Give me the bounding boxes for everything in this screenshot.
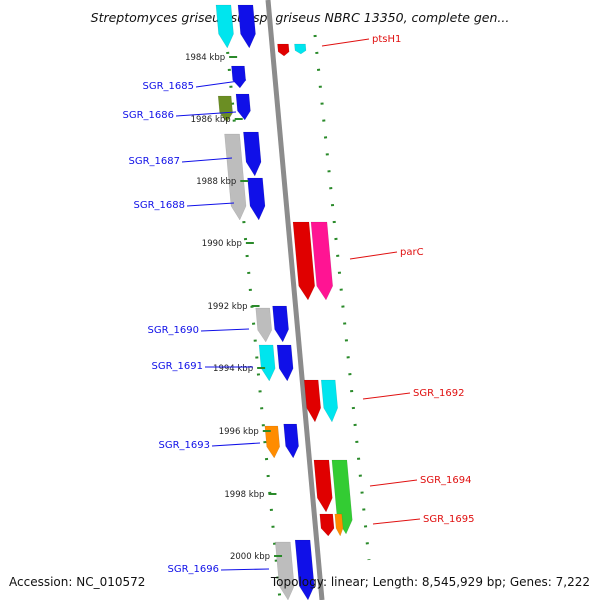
label-leader-line [321, 38, 370, 47]
gene-feature[interactable] [231, 65, 246, 89]
gene-feature[interactable] [294, 539, 315, 600]
gene-feature[interactable] [319, 513, 335, 537]
kbp-tick-label: 1988 kbp [196, 177, 236, 187]
gene-feature[interactable] [247, 177, 266, 221]
label-leader-line [200, 328, 250, 332]
gene-labels: SGR_1685 SGR_1686 SGR_1687 SGR_1688 SGR_1690… [123, 34, 475, 575]
gene-feature[interactable] [264, 425, 280, 459]
gene-label[interactable]: SGR_1685 [143, 81, 195, 92]
gene-label[interactable]: ptsH1 [372, 34, 401, 45]
kbp-tick-label: 1996 kbp [219, 427, 259, 437]
gene-label[interactable]: SGR_1692 [413, 388, 465, 399]
gene-feature[interactable] [303, 379, 321, 423]
label-leader-line [362, 392, 411, 400]
gene-feature[interactable] [310, 221, 333, 301]
gene-feature[interactable] [275, 541, 295, 600]
gene-label[interactable]: SGR_1691 [152, 361, 204, 372]
gene-feature[interactable] [217, 95, 233, 123]
gene-feature[interactable] [272, 305, 289, 343]
gene-feature[interactable] [277, 43, 290, 57]
gene-feature[interactable] [235, 93, 251, 121]
kbp-tick-label: 1986 kbp [191, 115, 231, 125]
gene-label[interactable]: SGR_1690 [148, 325, 200, 336]
topology-label: Topology: linear; Length: 8,545,929 bp; … [270, 575, 590, 589]
label-leader-line [372, 518, 421, 525]
kbp-ticks: 1984 kbp 1986 kbp 1988 kbp 1990 kbp 1992 kbp… [185, 53, 283, 562]
gene-feature[interactable] [313, 459, 333, 513]
chromosome-axis [265, 0, 325, 600]
chromosome-line [265, 0, 325, 600]
gene-feature[interactable] [215, 4, 234, 49]
kbp-tick-label: 1992 kbp [207, 302, 247, 312]
kbp-tick-label: 1998 kbp [224, 490, 264, 500]
kbp-tick-label: 2000 kbp [230, 552, 270, 562]
gene-label[interactable]: SGR_1687 [129, 156, 181, 167]
map-title: Streptomyces griseus subsp. griseus NBRC… [90, 10, 510, 25]
label-leader-line [369, 479, 418, 487]
gene-feature[interactable] [334, 513, 344, 537]
label-leader-line [220, 568, 270, 571]
label-leader-line [211, 442, 261, 447]
gene-feature[interactable] [283, 423, 299, 459]
gene-feature[interactable] [276, 344, 294, 382]
label-leader-line [195, 79, 247, 88]
kbp-tick-label: 1984 kbp [185, 53, 225, 63]
gene-label[interactable]: SGR_1693 [159, 440, 211, 451]
gene-feature[interactable] [243, 131, 262, 177]
gene-feature[interactable] [292, 221, 315, 301]
label-leader-line [349, 251, 398, 260]
gene-label[interactable]: SGR_1694 [420, 475, 472, 486]
kbp-tick-label: 1990 kbp [202, 239, 242, 249]
gene-feature[interactable] [224, 133, 247, 221]
gene-label[interactable]: parC [400, 247, 424, 258]
accession-label: Accession: NC_010572 [9, 575, 146, 589]
gene-label[interactable]: SGR_1688 [134, 200, 186, 211]
gene-feature[interactable] [258, 344, 276, 382]
left-guide-line [224, 34, 282, 600]
kbp-tick-label: 1994 kbp [213, 364, 253, 374]
gene-label[interactable]: SGR_1695 [423, 514, 475, 525]
gene-feature[interactable] [320, 379, 338, 423]
gene-label[interactable]: SGR_1696 [168, 564, 220, 575]
gene-feature[interactable] [237, 4, 256, 49]
gene-feature[interactable] [294, 43, 307, 55]
gene-label[interactable]: SGR_1686 [123, 110, 175, 121]
label-leader-line [175, 111, 237, 117]
label-leader-line [181, 157, 233, 163]
label-leader-line [186, 202, 235, 207]
gene-feature[interactable] [255, 307, 272, 343]
gene-features [215, 4, 353, 600]
